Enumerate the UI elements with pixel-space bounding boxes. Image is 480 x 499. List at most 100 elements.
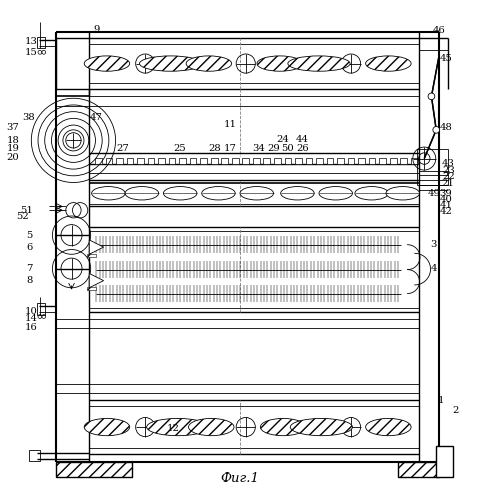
Text: 48: 48 [439, 123, 452, 132]
Polygon shape [89, 273, 104, 288]
Text: 21: 21 [442, 179, 455, 188]
Bar [306, 158, 312, 164]
Text: 50: 50 [281, 145, 294, 154]
Bar [29, 450, 40, 461]
Ellipse shape [186, 56, 232, 71]
Bar [337, 158, 344, 164]
Ellipse shape [147, 419, 209, 436]
Bar [106, 158, 112, 164]
Bar [137, 158, 144, 164]
Ellipse shape [281, 187, 314, 200]
Bar [200, 158, 207, 164]
Ellipse shape [140, 56, 202, 71]
Bar [158, 158, 165, 164]
Bar [211, 158, 217, 164]
Text: 5: 5 [26, 231, 33, 240]
Ellipse shape [84, 419, 130, 436]
Text: 40: 40 [439, 195, 452, 204]
Bar [390, 158, 396, 164]
Text: 6: 6 [26, 243, 33, 251]
Text: 14: 14 [24, 314, 37, 323]
Bar [56, 462, 132, 477]
Text: 28: 28 [209, 145, 221, 154]
Bar [348, 158, 354, 164]
Text: 52: 52 [16, 213, 29, 222]
Bar [37, 303, 45, 314]
Ellipse shape [260, 419, 306, 436]
Text: 46: 46 [432, 26, 445, 35]
Ellipse shape [125, 187, 158, 200]
Text: 19: 19 [6, 145, 19, 154]
Bar [37, 37, 45, 48]
Bar [295, 158, 302, 164]
Bar [411, 158, 418, 164]
Text: 4: 4 [431, 264, 437, 273]
Text: 26: 26 [296, 145, 309, 154]
Text: 3: 3 [431, 240, 437, 249]
Bar [242, 158, 249, 164]
Bar [190, 158, 196, 164]
Text: 27: 27 [116, 145, 129, 154]
Circle shape [428, 93, 435, 100]
Bar [87, 254, 96, 256]
Bar [326, 158, 333, 164]
Ellipse shape [189, 419, 234, 436]
Ellipse shape [288, 56, 350, 71]
Ellipse shape [319, 187, 352, 200]
Bar [436, 446, 453, 477]
Ellipse shape [366, 419, 411, 436]
Text: 49: 49 [427, 189, 440, 198]
Text: 25: 25 [174, 145, 187, 154]
Ellipse shape [290, 419, 352, 436]
Bar [179, 158, 186, 164]
Text: 37: 37 [6, 123, 19, 132]
Ellipse shape [366, 56, 411, 71]
Text: 45: 45 [439, 53, 452, 62]
Text: 16: 16 [24, 322, 37, 331]
Text: 11: 11 [224, 120, 237, 129]
Text: 43: 43 [442, 159, 455, 168]
Bar [253, 158, 260, 164]
Text: 8: 8 [26, 276, 33, 285]
Text: 20: 20 [6, 153, 19, 162]
Text: 12: 12 [167, 425, 180, 434]
Bar [95, 158, 102, 164]
Text: 23: 23 [442, 166, 455, 175]
Bar [87, 287, 96, 290]
Bar [417, 149, 448, 185]
Text: 13: 13 [24, 37, 37, 46]
Text: 41: 41 [439, 201, 452, 210]
Bar [116, 158, 123, 164]
Polygon shape [89, 240, 104, 254]
Text: 44: 44 [296, 135, 309, 144]
Text: 38: 38 [22, 113, 35, 122]
Bar [232, 158, 239, 164]
Text: 7: 7 [26, 264, 33, 273]
Bar [264, 158, 270, 164]
Bar [358, 158, 365, 164]
Bar [148, 158, 155, 164]
Text: 18: 18 [6, 136, 19, 145]
Bar [221, 158, 228, 164]
Text: 2: 2 [452, 406, 458, 415]
Bar [285, 158, 291, 164]
Ellipse shape [386, 187, 420, 200]
Text: 39: 39 [439, 189, 452, 198]
Ellipse shape [202, 187, 235, 200]
Bar [398, 462, 439, 477]
Text: 24: 24 [276, 135, 289, 144]
Text: 10: 10 [24, 307, 37, 316]
Text: 47: 47 [90, 113, 103, 122]
Bar [379, 158, 386, 164]
Bar [316, 158, 323, 164]
Text: 1: 1 [438, 396, 444, 405]
Ellipse shape [84, 56, 130, 71]
Bar [274, 158, 281, 164]
Text: 17: 17 [224, 145, 237, 154]
Ellipse shape [355, 187, 388, 200]
Bar [400, 158, 407, 164]
Ellipse shape [92, 187, 125, 200]
Ellipse shape [240, 187, 274, 200]
Circle shape [433, 127, 440, 133]
Bar [369, 158, 375, 164]
